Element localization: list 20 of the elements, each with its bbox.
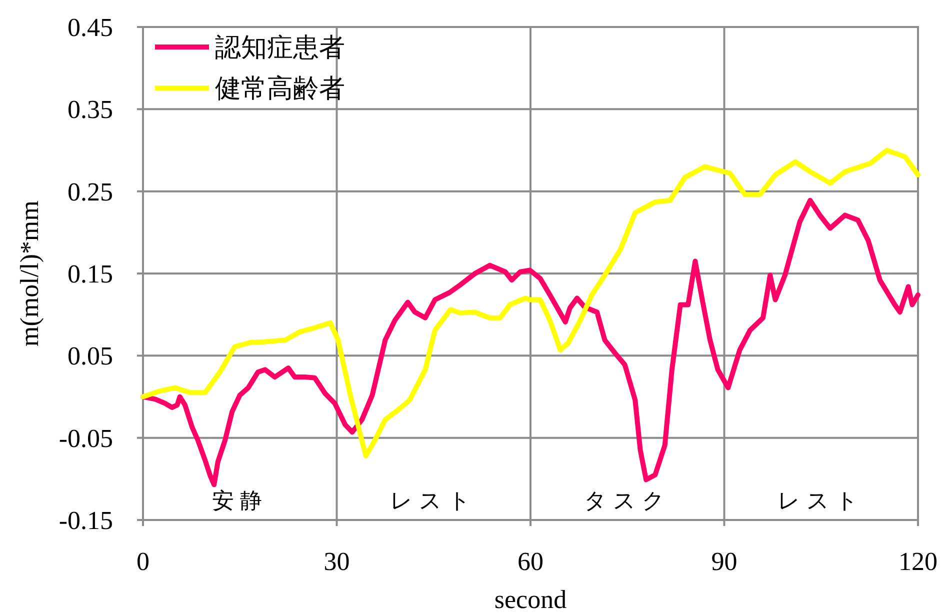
annotation: レスト — [390, 488, 478, 513]
y-tick-label: 0.35 — [68, 95, 113, 124]
legend-label: 認知症患者 — [215, 33, 345, 62]
y-tick-label: 0.45 — [68, 13, 113, 42]
y-tick-label: 0.25 — [68, 177, 113, 206]
x-axis-title: second — [494, 585, 567, 614]
annotation: タスク — [584, 488, 671, 513]
x-tick-label: 90 — [711, 547, 738, 576]
x-tick-label: 60 — [518, 547, 544, 576]
y-tick-label: -0.05 — [58, 424, 113, 453]
x-tick-label: 30 — [324, 547, 350, 576]
x-tick-label: 120 — [898, 547, 938, 576]
y-axis-title: m(mol/l)*mm — [15, 200, 44, 346]
annotation: レスト — [778, 488, 865, 513]
legend-label: 健常高齢者 — [215, 74, 345, 103]
y-tick-label: -0.15 — [58, 506, 113, 535]
annotation: 安静 — [212, 488, 268, 513]
y-tick-label: 0.15 — [68, 260, 113, 288]
x-tick-label: 0 — [136, 547, 150, 576]
y-tick-label: 0.05 — [68, 342, 113, 371]
